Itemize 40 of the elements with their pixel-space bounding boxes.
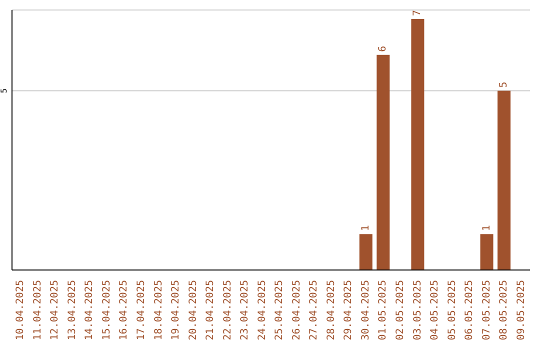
bar (480, 234, 494, 270)
x-tick-label: 27.04.2025 (308, 280, 320, 340)
x-tick-label: 19.04.2025 (170, 280, 182, 340)
x-tick-label: 26.04.2025 (291, 280, 302, 340)
x-tick-label: 08.05.2025 (498, 280, 510, 340)
x-tick-label: 18.04.2025 (153, 280, 164, 340)
x-tick-label: 06.05.2025 (464, 280, 476, 340)
x-tick-label: 03.05.2025 (412, 280, 424, 340)
x-tick-label: 14.04.2025 (84, 280, 96, 340)
data-label: 1 (360, 225, 372, 232)
x-tick-label: 21.04.2025 (205, 280, 216, 340)
x-tick-label: 10.04.2025 (15, 280, 26, 340)
x-tick-label: 12.04.2025 (50, 280, 61, 340)
bar (359, 234, 372, 270)
x-tick-label: 01.05.2025 (378, 280, 389, 340)
x-tick-label: 22.04.2025 (222, 280, 234, 340)
x-tick-label: 02.05.2025 (395, 280, 406, 340)
x-tick-label: 29.04.2025 (343, 280, 354, 340)
x-tick-label: 09.05.2025 (516, 280, 527, 340)
x-tick-label: 05.05.2025 (446, 280, 458, 340)
x-tick-label: 15.04.2025 (101, 280, 112, 340)
x-tick-label: 20.04.2025 (188, 280, 199, 340)
x-tick-label: 30.04.2025 (360, 280, 372, 340)
bar (498, 90, 511, 270)
x-tick-label: 16.04.2025 (118, 280, 130, 340)
x-tick-label: 07.05.2025 (481, 280, 492, 340)
x-tick-label: 17.04.2025 (136, 280, 147, 340)
data-label: 1 (481, 225, 492, 232)
bar (411, 18, 424, 270)
bar (376, 54, 390, 270)
x-tick-label: 11.04.2025 (32, 280, 44, 340)
x-tick-label: 04.05.2025 (430, 280, 441, 340)
x-tick-label: 24.04.2025 (256, 280, 268, 340)
data-label: 7 (412, 10, 424, 16)
x-tick-label: 23.04.2025 (240, 280, 251, 340)
x-tick-label: 25.04.2025 (274, 280, 286, 340)
data-label: 6 (378, 46, 389, 52)
data-label: 5 (498, 82, 510, 88)
x-tick-label: 28.04.2025 (326, 280, 337, 340)
x-tick-label: 13.04.2025 (66, 280, 78, 340)
